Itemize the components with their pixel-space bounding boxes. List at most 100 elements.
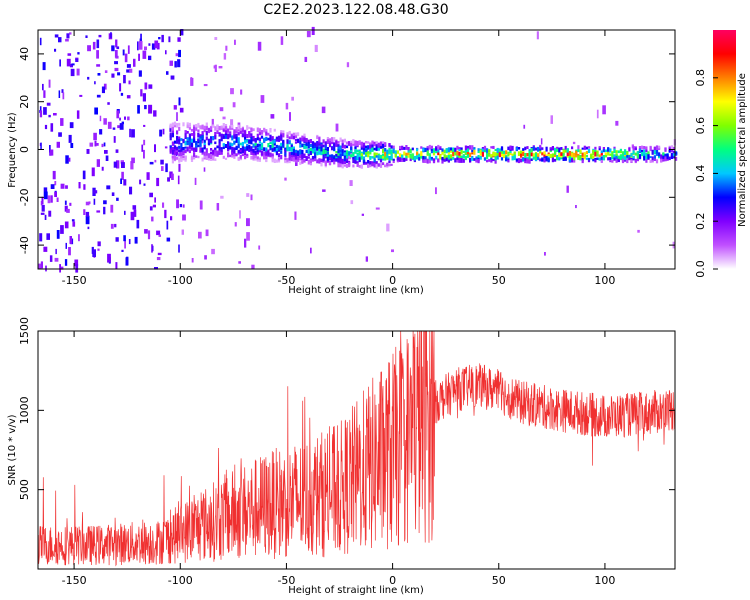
spectrogram-signal-cell xyxy=(210,157,213,161)
spectrogram-signal-cell xyxy=(235,153,238,157)
spectrogram-signal-cell xyxy=(258,128,261,133)
spectrogram-noise-cell xyxy=(42,83,44,91)
spectrogram-signal-cell xyxy=(271,136,274,139)
spectrogram-signal-cell xyxy=(524,153,527,158)
spectrogram-signal-cell xyxy=(203,125,206,129)
spectrogram-signal-cell xyxy=(176,149,179,155)
spectrogram-signal-cell xyxy=(573,152,576,158)
spectrogram-noise-cell xyxy=(133,209,137,217)
spectrogram-signal-cell xyxy=(360,153,363,156)
spectrogram-noise-cell xyxy=(179,150,182,157)
spectrogram-signal-cell xyxy=(324,160,327,165)
spectrogram-noise-cell xyxy=(110,32,112,38)
spectrogram-signal-cell xyxy=(218,143,221,147)
spectrogram-signal-cell xyxy=(541,147,544,150)
spectrogram-signal-cell xyxy=(333,137,336,142)
spectrogram-signal-cell xyxy=(237,143,240,149)
spectrogram-noise-cell xyxy=(154,144,156,153)
spectrogram-signal-cell xyxy=(621,151,625,155)
spectrogram-signal-cell xyxy=(358,165,361,168)
spectrogram-noise-cell xyxy=(540,138,543,145)
spectrogram-signal-cell xyxy=(375,155,378,158)
spectrogram-y-axis-label: Frequency (Hz) xyxy=(7,112,18,188)
spectrogram-signal-cell xyxy=(585,147,588,150)
spectrogram-signal-cell xyxy=(399,145,402,149)
spectrogram-signal-cell xyxy=(244,150,247,156)
spectrogram-signal-cell xyxy=(655,145,659,151)
spectrogram-signal-cell xyxy=(250,152,253,155)
spectrogram-signal-cell xyxy=(292,148,295,153)
spectrogram-signal-cell xyxy=(488,159,491,162)
spectrogram-noise-cell xyxy=(121,249,124,252)
spectrogram-noise-cell xyxy=(204,255,207,260)
spectrogram-signal-cell xyxy=(292,151,295,156)
spectrogram-signal-cell xyxy=(643,156,646,161)
spectrogram-signal-cell xyxy=(180,147,183,152)
spectrogram-x-tick-label: -50 xyxy=(277,274,295,287)
spectrogram-noise-cell xyxy=(566,185,569,193)
spectrogram-signal-cell xyxy=(248,148,251,152)
spectrogram-signal-cell xyxy=(498,152,501,157)
spectrogram-signal-cell xyxy=(545,154,548,158)
spectrogram-signal-cell xyxy=(307,149,310,154)
spectrogram-signal-cell xyxy=(318,143,321,146)
spectrogram-signal-cell xyxy=(348,151,351,156)
spectrogram-signal-cell xyxy=(585,154,588,157)
spectrogram-signal-cell xyxy=(246,125,249,131)
spectrogram-signal-cell xyxy=(231,155,234,158)
spectrogram-signal-cell xyxy=(541,152,544,156)
spectrogram-signal-cell xyxy=(528,150,531,156)
spectrogram-signal-cell xyxy=(318,146,321,149)
spectrogram-signal-cell xyxy=(331,154,334,159)
spectrogram-signal-cell xyxy=(305,138,308,143)
spectrogram-signal-cell xyxy=(492,145,495,149)
spectrogram-signal-cell xyxy=(299,161,302,165)
spectrogram-signal-cell xyxy=(316,151,319,156)
spectrogram-signal-cell xyxy=(350,140,353,144)
spectrogram-signal-cell xyxy=(564,149,567,153)
spectrogram-signal-cell xyxy=(672,151,676,157)
spectrogram-signal-cell xyxy=(613,157,616,161)
spectrogram-signal-cell xyxy=(471,148,474,153)
spectrogram-signal-cell xyxy=(375,152,378,158)
spectrogram-signal-cell xyxy=(356,154,359,157)
spectrogram-signal-cell xyxy=(537,146,540,152)
spectrogram-noise-cell xyxy=(141,144,144,152)
spectrogram-noise-cell xyxy=(44,124,48,130)
spectrogram-signal-cell xyxy=(193,152,196,158)
spectrogram-noise-cell xyxy=(64,205,68,212)
spectrogram-noise-cell xyxy=(96,50,99,59)
spectrogram-signal-cell xyxy=(369,142,372,145)
spectrogram-noise-cell xyxy=(205,229,209,237)
spectrogram-signal-cell xyxy=(636,151,639,155)
spectrogram-signal-cell xyxy=(658,152,661,157)
spectrogram-noise-cell xyxy=(190,77,193,86)
spectrogram-signal-cell xyxy=(382,162,385,166)
spectrogram-signal-cell xyxy=(343,138,346,143)
spectrogram-signal-cell xyxy=(473,158,476,161)
spectrogram-noise-cell xyxy=(69,236,72,244)
spectrogram-signal-cell xyxy=(267,132,270,136)
spectrogram-signal-cell xyxy=(322,154,325,158)
spectrogram-signal-cell xyxy=(496,151,499,156)
spectrogram-signal-cell xyxy=(292,135,295,140)
spectrogram-signal-cell xyxy=(545,146,548,152)
spectrogram-signal-cell xyxy=(212,155,215,160)
spectrogram-signal-cell xyxy=(471,152,474,155)
spectrogram-signal-cell xyxy=(337,151,340,156)
spectrogram-noise-cell xyxy=(48,114,51,118)
spectrogram-signal-cell xyxy=(483,157,487,161)
spectrogram-signal-cell xyxy=(345,163,349,168)
spectrogram-signal-cell xyxy=(566,148,569,152)
spectrogram-signal-cell xyxy=(303,144,306,150)
spectrogram-noise-cell xyxy=(75,58,79,62)
spectrogram-signal-cell xyxy=(210,127,213,130)
spectrogram-noise-cell xyxy=(76,110,80,119)
spectrogram-noise-cell xyxy=(284,177,287,181)
spectrogram-signal-cell xyxy=(379,146,383,149)
spectrogram-noise-cell xyxy=(83,209,86,215)
spectrogram-signal-cell xyxy=(399,153,402,159)
spectrogram-noise-cell xyxy=(129,186,133,195)
spectrogram-signal-cell xyxy=(658,145,661,149)
spectrogram-signal-cell xyxy=(530,148,533,153)
